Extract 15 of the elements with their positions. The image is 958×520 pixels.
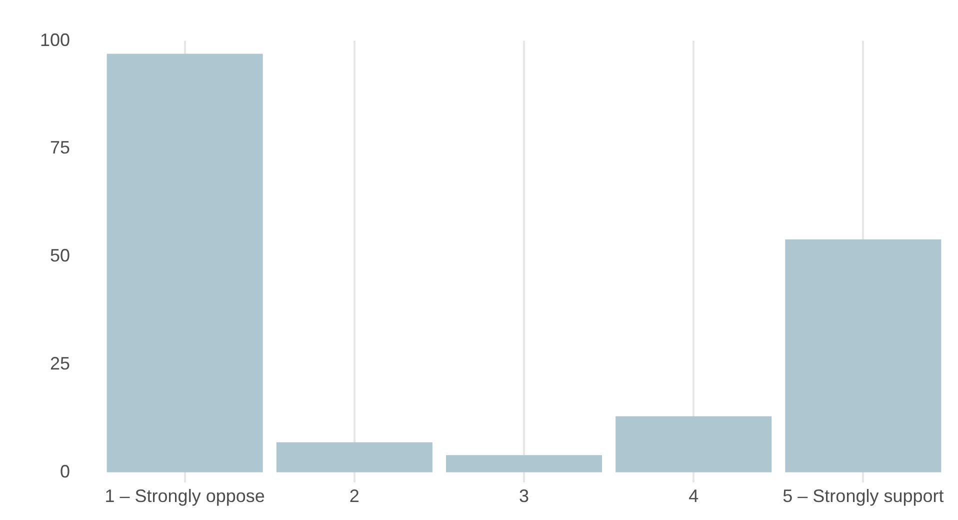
bar — [106, 54, 263, 472]
bar — [276, 442, 432, 472]
x-tick-label: 1 – Strongly oppose — [104, 486, 265, 506]
x-tick-label: 5 – Strongly support — [782, 486, 944, 506]
y-tick-label: 100 — [40, 30, 70, 50]
bar — [785, 239, 942, 472]
x-tick-label: 3 — [519, 486, 530, 506]
x-tick-label: 2 — [349, 486, 360, 506]
bar — [616, 416, 772, 472]
x-tick-label: 4 — [688, 486, 699, 506]
y-tick-label: 25 — [50, 353, 70, 374]
y-tick-label: 50 — [50, 246, 70, 266]
y-tick-label: 75 — [50, 138, 70, 158]
bar — [446, 455, 602, 472]
y-tick-label: 0 — [60, 461, 70, 482]
